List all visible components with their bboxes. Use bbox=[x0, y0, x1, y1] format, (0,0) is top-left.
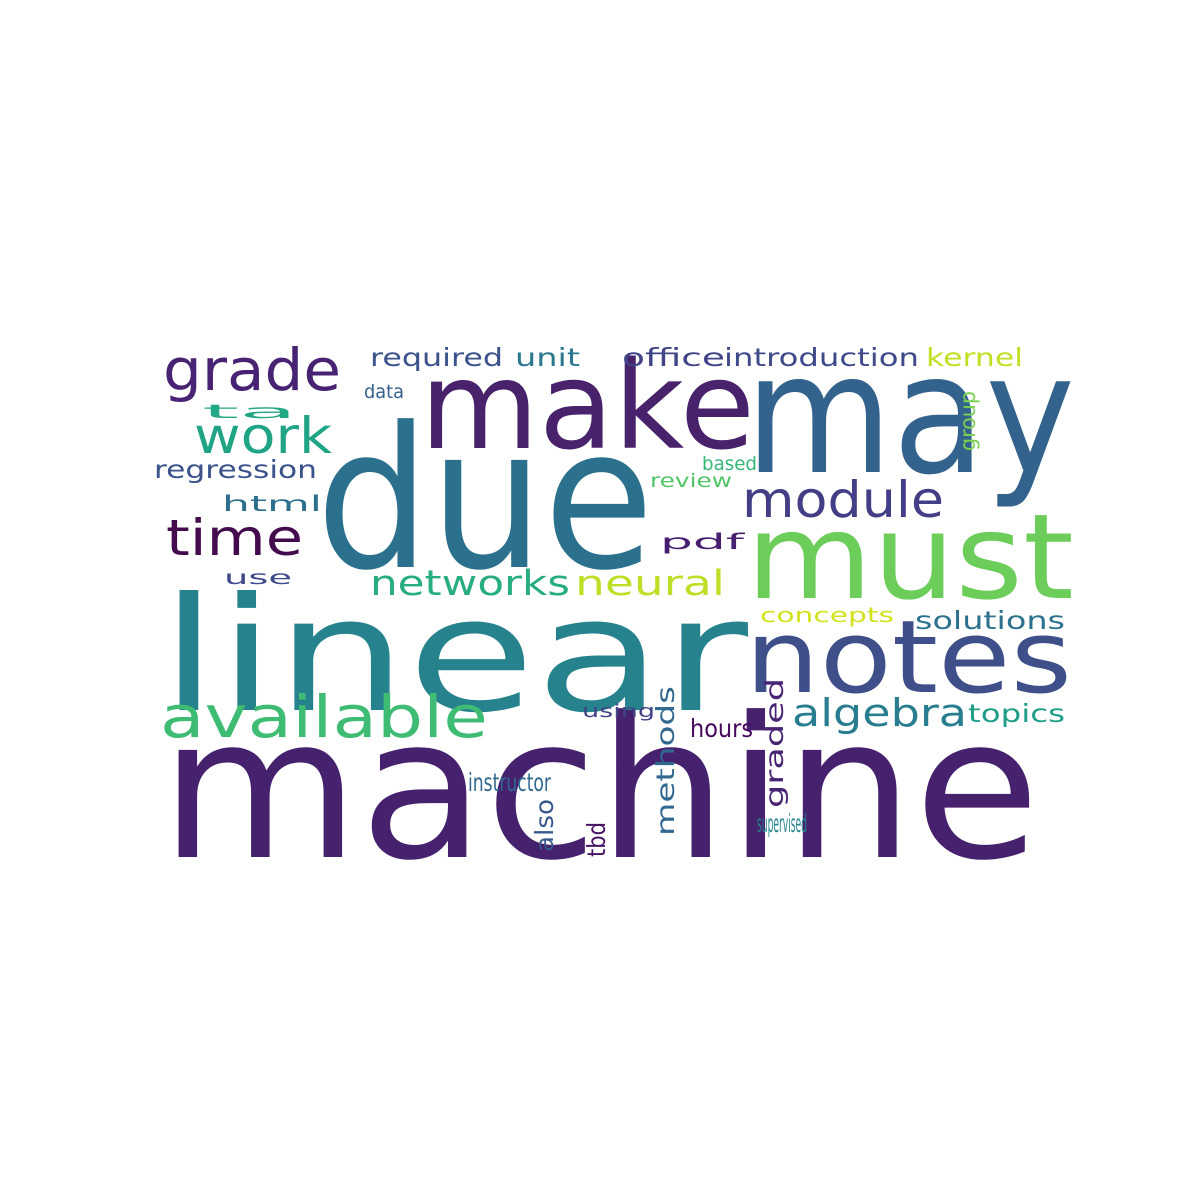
word-must: must bbox=[746, 488, 1074, 626]
word-linear: linear bbox=[160, 564, 748, 748]
word-also: based bbox=[702, 453, 757, 475]
word-office: office bbox=[622, 343, 725, 372]
word-may: may bbox=[745, 319, 1075, 512]
word-using: use bbox=[224, 567, 292, 589]
word-neural: neural bbox=[575, 564, 725, 604]
word-tbd: data bbox=[364, 381, 404, 403]
word-supervised: concepts bbox=[760, 603, 894, 627]
word-work: work bbox=[194, 407, 332, 465]
word-group: using bbox=[582, 701, 655, 722]
word-kernel: kernel bbox=[926, 343, 1023, 372]
word-make: make bbox=[420, 336, 755, 477]
word-ta: tbd bbox=[582, 822, 611, 857]
word-topics: topics bbox=[968, 699, 1065, 728]
word-introduction: introduction bbox=[724, 343, 919, 372]
word-solutions: solutions bbox=[915, 606, 1065, 635]
word-available: available bbox=[160, 683, 488, 751]
word-use: also bbox=[530, 799, 559, 852]
word-review: html bbox=[222, 492, 322, 516]
word-based: pdf bbox=[660, 530, 745, 554]
word-instructor: methods bbox=[651, 686, 680, 836]
word-networks: networks bbox=[370, 564, 570, 604]
word-module: module bbox=[742, 471, 944, 529]
word-due: due bbox=[316, 386, 654, 614]
word-pdf: supervised bbox=[757, 809, 807, 838]
word-machine: machine bbox=[160, 676, 1040, 904]
word-data: group bbox=[956, 391, 980, 451]
word-graded: review bbox=[650, 470, 732, 492]
word-grade: grade bbox=[163, 336, 341, 404]
word-time: time bbox=[166, 509, 303, 567]
word-html: hours bbox=[690, 714, 753, 743]
word-required: required bbox=[370, 343, 503, 372]
word-methods: ta bbox=[202, 401, 297, 423]
word-regression: regression bbox=[154, 455, 317, 484]
word-hours: instructor bbox=[468, 768, 551, 797]
word-notes: notes bbox=[745, 598, 1072, 716]
word-algebra: algebra bbox=[792, 691, 967, 735]
word-unit: unit bbox=[515, 343, 580, 372]
word-concepts: graded bbox=[760, 678, 789, 808]
